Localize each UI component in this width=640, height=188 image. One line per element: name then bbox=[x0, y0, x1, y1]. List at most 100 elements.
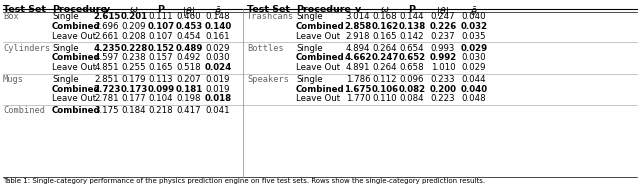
Text: 0.992: 0.992 bbox=[429, 53, 456, 62]
Text: 0.112: 0.112 bbox=[372, 75, 397, 84]
Text: $|\theta|$: $|\theta|$ bbox=[436, 5, 449, 18]
Text: Leave Out: Leave Out bbox=[52, 32, 96, 41]
Text: v: v bbox=[104, 5, 110, 14]
Text: Combined: Combined bbox=[52, 22, 100, 31]
Text: Leave Out: Leave Out bbox=[296, 63, 340, 72]
Text: 2.918: 2.918 bbox=[346, 32, 371, 41]
Text: 0.460: 0.460 bbox=[177, 12, 202, 21]
Text: Test Set: Test Set bbox=[3, 5, 46, 14]
Text: 0.162: 0.162 bbox=[371, 22, 399, 31]
Text: 0.207: 0.207 bbox=[177, 75, 202, 84]
Text: 0.518: 0.518 bbox=[177, 63, 202, 72]
Text: Bottles: Bottles bbox=[247, 44, 284, 53]
Text: $\bar{\theta}$: $\bar{\theta}$ bbox=[214, 5, 222, 18]
Text: Single: Single bbox=[296, 12, 323, 21]
Text: Procedure: Procedure bbox=[52, 5, 107, 14]
Text: 0.238: 0.238 bbox=[122, 53, 147, 62]
Text: Combined: Combined bbox=[296, 53, 344, 62]
Text: Single: Single bbox=[52, 12, 79, 21]
Text: 0.264: 0.264 bbox=[372, 63, 397, 72]
Text: Trashcans: Trashcans bbox=[247, 12, 294, 21]
Text: 0.168: 0.168 bbox=[372, 12, 397, 21]
Text: 0.181: 0.181 bbox=[175, 85, 203, 94]
Text: 0.417: 0.417 bbox=[177, 106, 202, 115]
Text: 4.662: 4.662 bbox=[344, 53, 372, 62]
Text: 0.228: 0.228 bbox=[120, 44, 148, 53]
Text: 0.201: 0.201 bbox=[120, 12, 148, 21]
Text: 0.030: 0.030 bbox=[205, 53, 230, 62]
Text: 0.142: 0.142 bbox=[400, 32, 424, 41]
Text: 1.675: 1.675 bbox=[344, 85, 372, 94]
Text: 0.107: 0.107 bbox=[148, 32, 173, 41]
Text: 0.035: 0.035 bbox=[461, 32, 486, 41]
Text: Procedure: Procedure bbox=[296, 5, 351, 14]
Text: 0.099: 0.099 bbox=[147, 85, 175, 94]
Text: 4.891: 4.891 bbox=[346, 63, 371, 72]
Text: 0.454: 0.454 bbox=[177, 32, 202, 41]
Text: 0.247: 0.247 bbox=[431, 12, 455, 21]
Text: 0.152: 0.152 bbox=[147, 44, 175, 53]
Text: 0.084: 0.084 bbox=[400, 94, 424, 103]
Text: 0.110: 0.110 bbox=[372, 94, 397, 103]
Text: 2.615: 2.615 bbox=[93, 12, 120, 21]
Text: Single: Single bbox=[296, 44, 323, 53]
Text: 0.200: 0.200 bbox=[429, 85, 456, 94]
Text: 0.218: 0.218 bbox=[148, 106, 173, 115]
Text: Combined: Combined bbox=[296, 22, 344, 31]
Text: 0.029: 0.029 bbox=[460, 44, 488, 53]
Text: 0.138: 0.138 bbox=[398, 22, 426, 31]
Text: 0.111: 0.111 bbox=[148, 12, 173, 21]
Text: 0.032: 0.032 bbox=[460, 22, 488, 31]
Text: 0.993: 0.993 bbox=[431, 44, 455, 53]
Text: 0.208: 0.208 bbox=[122, 32, 147, 41]
Text: Combined: Combined bbox=[52, 106, 100, 115]
Text: Leave Out: Leave Out bbox=[296, 32, 340, 41]
Text: 0.044: 0.044 bbox=[461, 75, 486, 84]
Text: 0.264: 0.264 bbox=[372, 44, 397, 53]
Text: 0.165: 0.165 bbox=[148, 63, 173, 72]
Text: 0.492: 0.492 bbox=[177, 53, 201, 62]
Text: 0.030: 0.030 bbox=[461, 53, 486, 62]
Text: 0.024: 0.024 bbox=[204, 63, 232, 72]
Text: 0.255: 0.255 bbox=[122, 63, 147, 72]
Text: Mugs: Mugs bbox=[3, 75, 24, 84]
Text: $\omega$: $\omega$ bbox=[129, 5, 139, 14]
Text: 0.019: 0.019 bbox=[205, 85, 230, 94]
Text: Single: Single bbox=[52, 44, 79, 53]
Text: Table 1: Single-category performance of the physics prediction engine on five te: Table 1: Single-category performance of … bbox=[3, 178, 485, 184]
Text: 0.179: 0.179 bbox=[122, 75, 147, 84]
Text: v: v bbox=[355, 5, 361, 14]
Text: $|\theta|$: $|\theta|$ bbox=[182, 5, 195, 18]
Text: 0.104: 0.104 bbox=[148, 94, 173, 103]
Text: 1.786: 1.786 bbox=[346, 75, 371, 84]
Text: 0.161: 0.161 bbox=[205, 32, 230, 41]
Text: Test Set: Test Set bbox=[247, 5, 290, 14]
Text: 0.107: 0.107 bbox=[147, 22, 175, 31]
Text: Speakers: Speakers bbox=[247, 75, 289, 84]
Text: 0.048: 0.048 bbox=[461, 94, 486, 103]
Text: 4.851: 4.851 bbox=[95, 63, 119, 72]
Text: 0.209: 0.209 bbox=[122, 22, 147, 31]
Text: Combined: Combined bbox=[52, 85, 100, 94]
Text: 0.658: 0.658 bbox=[400, 63, 424, 72]
Text: 0.652: 0.652 bbox=[399, 53, 426, 62]
Text: 4.597: 4.597 bbox=[95, 53, 119, 62]
Text: 0.654: 0.654 bbox=[400, 44, 424, 53]
Text: 2.781: 2.781 bbox=[95, 94, 119, 103]
Text: 0.237: 0.237 bbox=[431, 32, 455, 41]
Text: 0.018: 0.018 bbox=[204, 94, 232, 103]
Text: 0.106: 0.106 bbox=[371, 85, 399, 94]
Text: P: P bbox=[408, 5, 415, 14]
Text: 0.148: 0.148 bbox=[205, 12, 230, 21]
Text: 0.157: 0.157 bbox=[148, 53, 173, 62]
Text: Combined: Combined bbox=[52, 53, 100, 62]
Text: 0.040: 0.040 bbox=[460, 85, 488, 94]
Text: 0.082: 0.082 bbox=[399, 85, 426, 94]
Text: Single: Single bbox=[52, 75, 79, 84]
Text: 0.165: 0.165 bbox=[372, 32, 397, 41]
Text: 0.226: 0.226 bbox=[429, 22, 456, 31]
Text: 0.096: 0.096 bbox=[400, 75, 424, 84]
Text: 2.661: 2.661 bbox=[95, 32, 119, 41]
Text: 0.029: 0.029 bbox=[461, 63, 486, 72]
Text: 4.894: 4.894 bbox=[346, 44, 371, 53]
